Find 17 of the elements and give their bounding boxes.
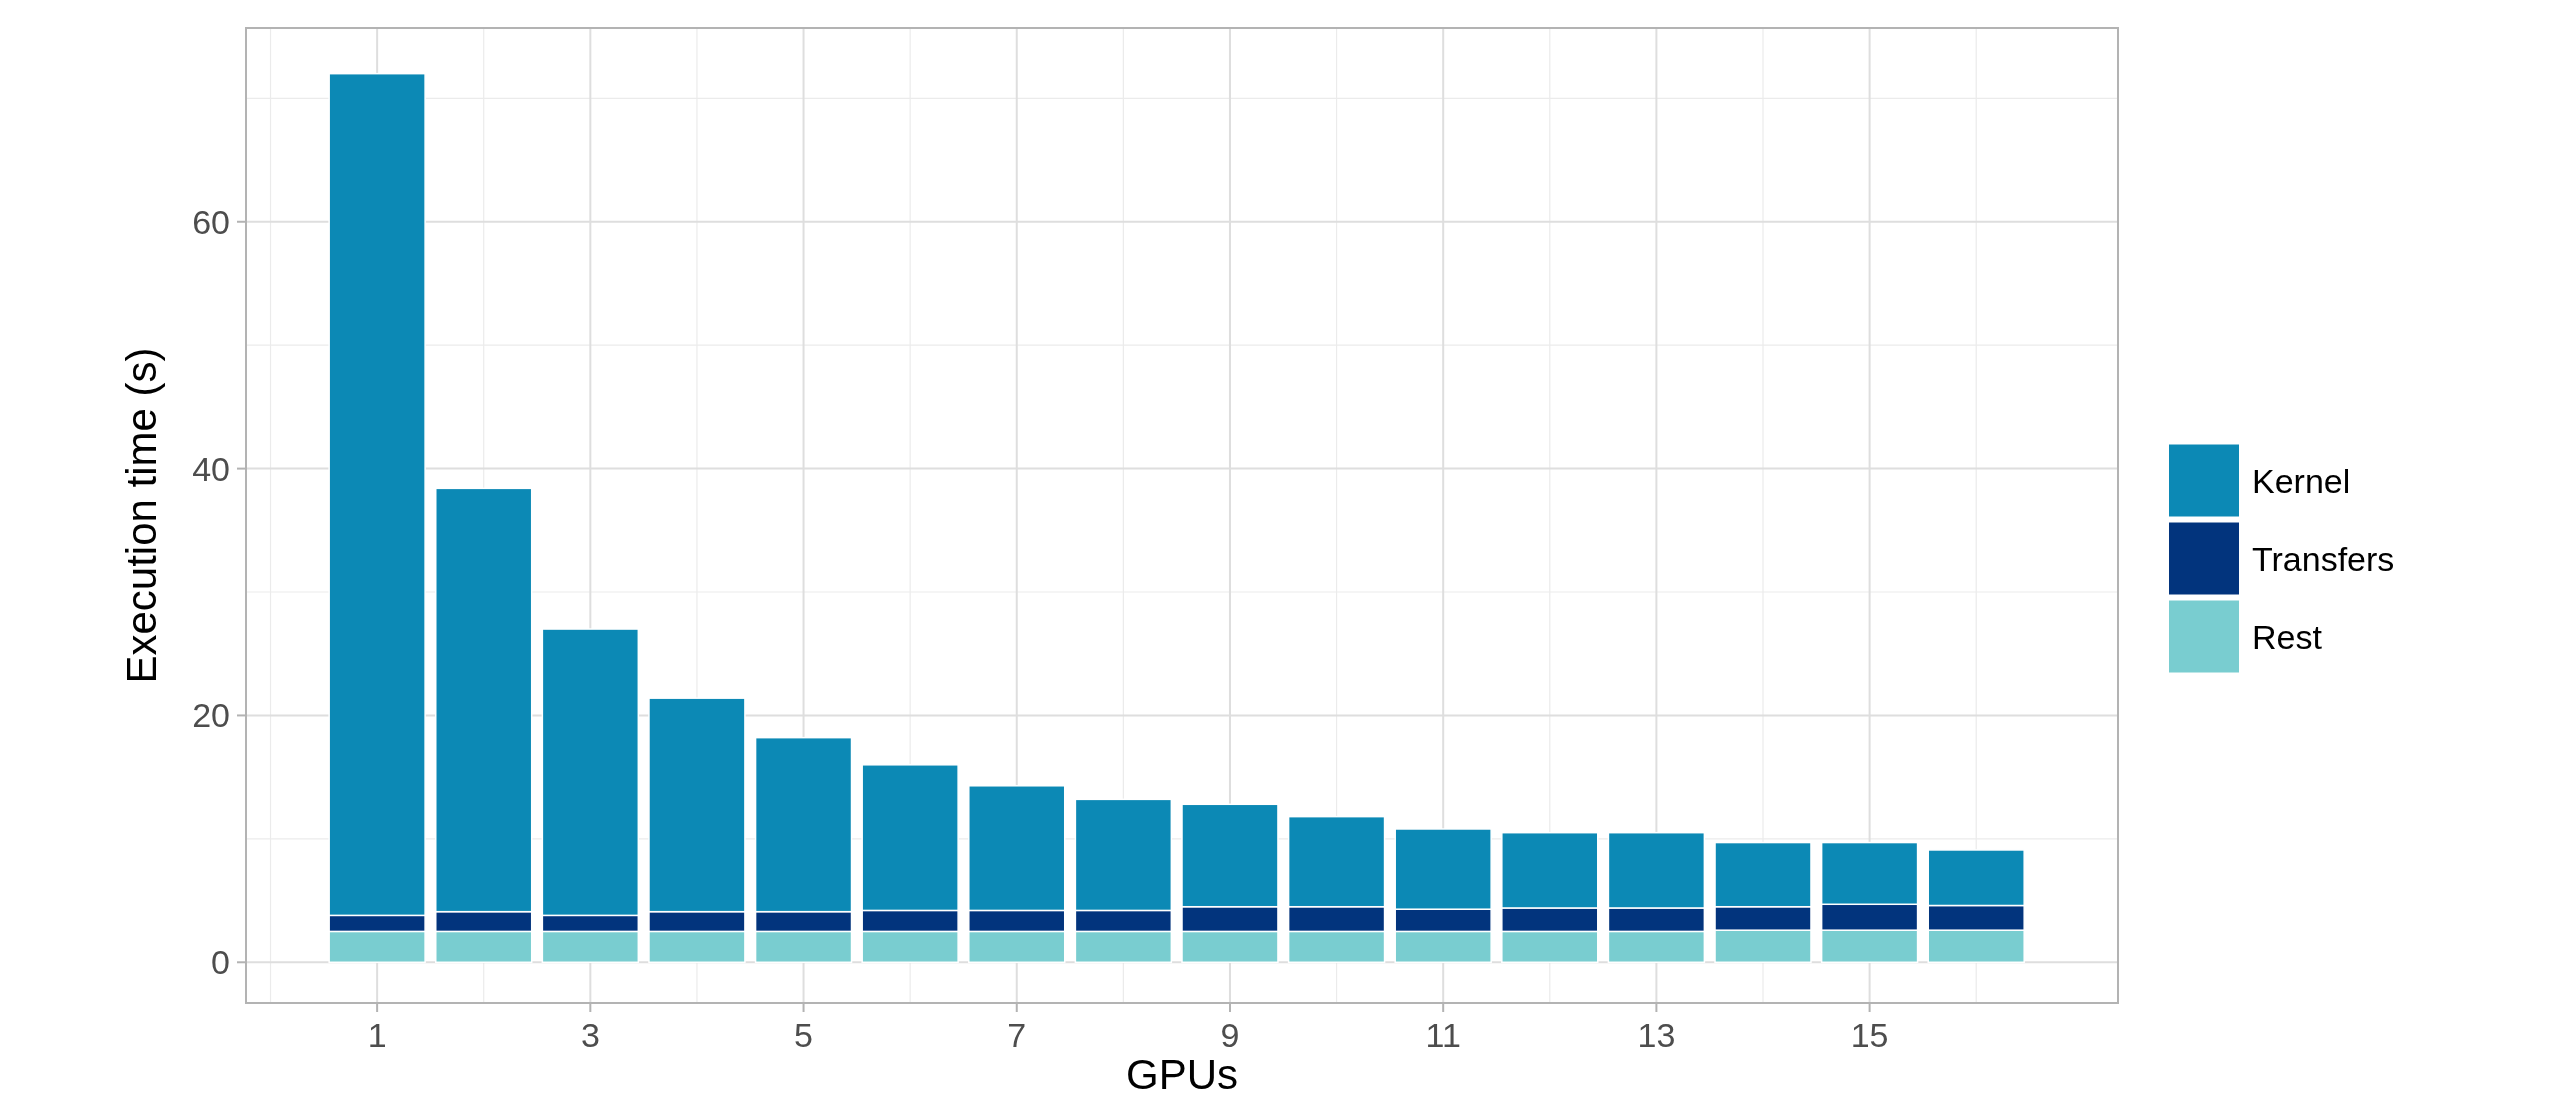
x-tick-label: 5 xyxy=(794,1016,814,1054)
legend-label: Kernel xyxy=(2252,461,2351,500)
x-tick-label: 11 xyxy=(1425,1016,1461,1054)
y-tick-label: 20 xyxy=(192,696,230,735)
y-tick-label: 0 xyxy=(211,943,230,982)
y-tick-label: 40 xyxy=(192,449,230,488)
y-tick-label: 60 xyxy=(192,202,230,241)
x-axis-title: GPUs xyxy=(1125,1051,1239,1098)
x-tick-label: 1 xyxy=(367,1016,387,1054)
x-tick-label: 7 xyxy=(1007,1016,1027,1054)
x-tick-label: 9 xyxy=(1220,1016,1240,1054)
y-axis-title: Execution time (s) xyxy=(118,347,165,684)
legend-label: Rest xyxy=(2252,617,2323,656)
x-tick-label: 3 xyxy=(580,1016,600,1054)
x-tick-label: 13 xyxy=(1637,1016,1676,1054)
legend-label: Transfers xyxy=(2252,539,2395,578)
x-tick-label: 15 xyxy=(1850,1016,1889,1054)
